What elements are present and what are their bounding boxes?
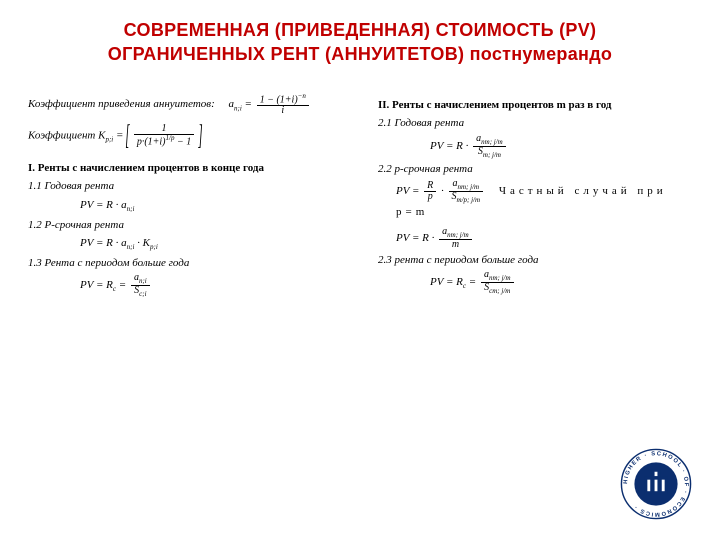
coefK-label: Коэффициент K [28,129,105,141]
s13: 1.3 Рента с периодом больше года [28,255,342,272]
section-I: I. Ренты с начислением процентов в конце… [28,160,342,177]
lbracket: [ [125,122,129,150]
f22b: PV = R · anm; j/m m [378,227,692,250]
title-line2: ОГРАНИЧЕННЫХ РЕНТ (АННУИТЕТОВ) постнумер… [108,44,612,64]
content-columns: Коэффициент приведения аннуитетов: an;i … [28,91,692,301]
s11: 1.1 Годовая рента [28,178,342,195]
f13: PV = Rc = an;i Sc;i [28,273,342,298]
eq: = [245,98,255,110]
s21: 2.1 Годовая рента [378,115,692,132]
coefA-frac: 1 − (1+i)−n i [257,93,309,116]
f22: PV = R p · anm; j/m Sm/p; j/m Частный сл… [378,179,692,221]
f13-frac: an;i Sc;i [131,273,150,298]
hse-logo: HIGHER · SCHOOL · OF · ECONOMICS · [620,448,692,520]
section-II: II. Ренты с начислением процентов m раз … [378,97,692,114]
coefK-row: Коэффициент Kp;i = [ 1 p·(1+i)1/p − 1 ] [28,122,342,150]
f21: PV = R · anm; j/m Sm; j/m [378,134,692,159]
f11: PV = R · an;i [28,197,342,215]
slide-page: СОВРЕМЕННАЯ (ПРИВЕДЕННАЯ) СТОИМОСТЬ (PV)… [0,0,720,540]
coefA-sub: n;i [234,104,242,112]
f22-note: Частный случай при p=m [396,185,667,218]
title-line1: СОВРЕМЕННАЯ (ПРИВЕДЕННАЯ) СТОИМОСТЬ (PV) [124,20,597,40]
slide-title: СОВРЕМЕННАЯ (ПРИВЕДЕННАЯ) СТОИМОСТЬ (PV)… [28,18,692,67]
f23: PV = Rc = anm; j/m Scm; j/m [378,270,692,295]
rbracket: ] [198,122,202,150]
left-column: Коэффициент приведения аннуитетов: an;i … [28,91,342,301]
s22: 2.2 p-срочная рента [378,161,692,178]
f12: PV = R · an;i · Kp;i [28,235,342,253]
coefA-label: Коэффициент приведения аннуитетов: [28,98,215,110]
s12: 1.2 Р-срочная рента [28,217,342,234]
hse-logo-svg: HIGHER · SCHOOL · OF · ECONOMICS · [620,448,692,520]
right-column: II. Ренты с начислением процентов m раз … [378,91,692,301]
coefK-frac: 1 p·(1+i)1/p − 1 [134,124,194,147]
s23: 2.3 рента с периодом больше года [378,252,692,269]
coefA-row: Коэффициент приведения аннуитетов: an;i … [28,93,342,116]
